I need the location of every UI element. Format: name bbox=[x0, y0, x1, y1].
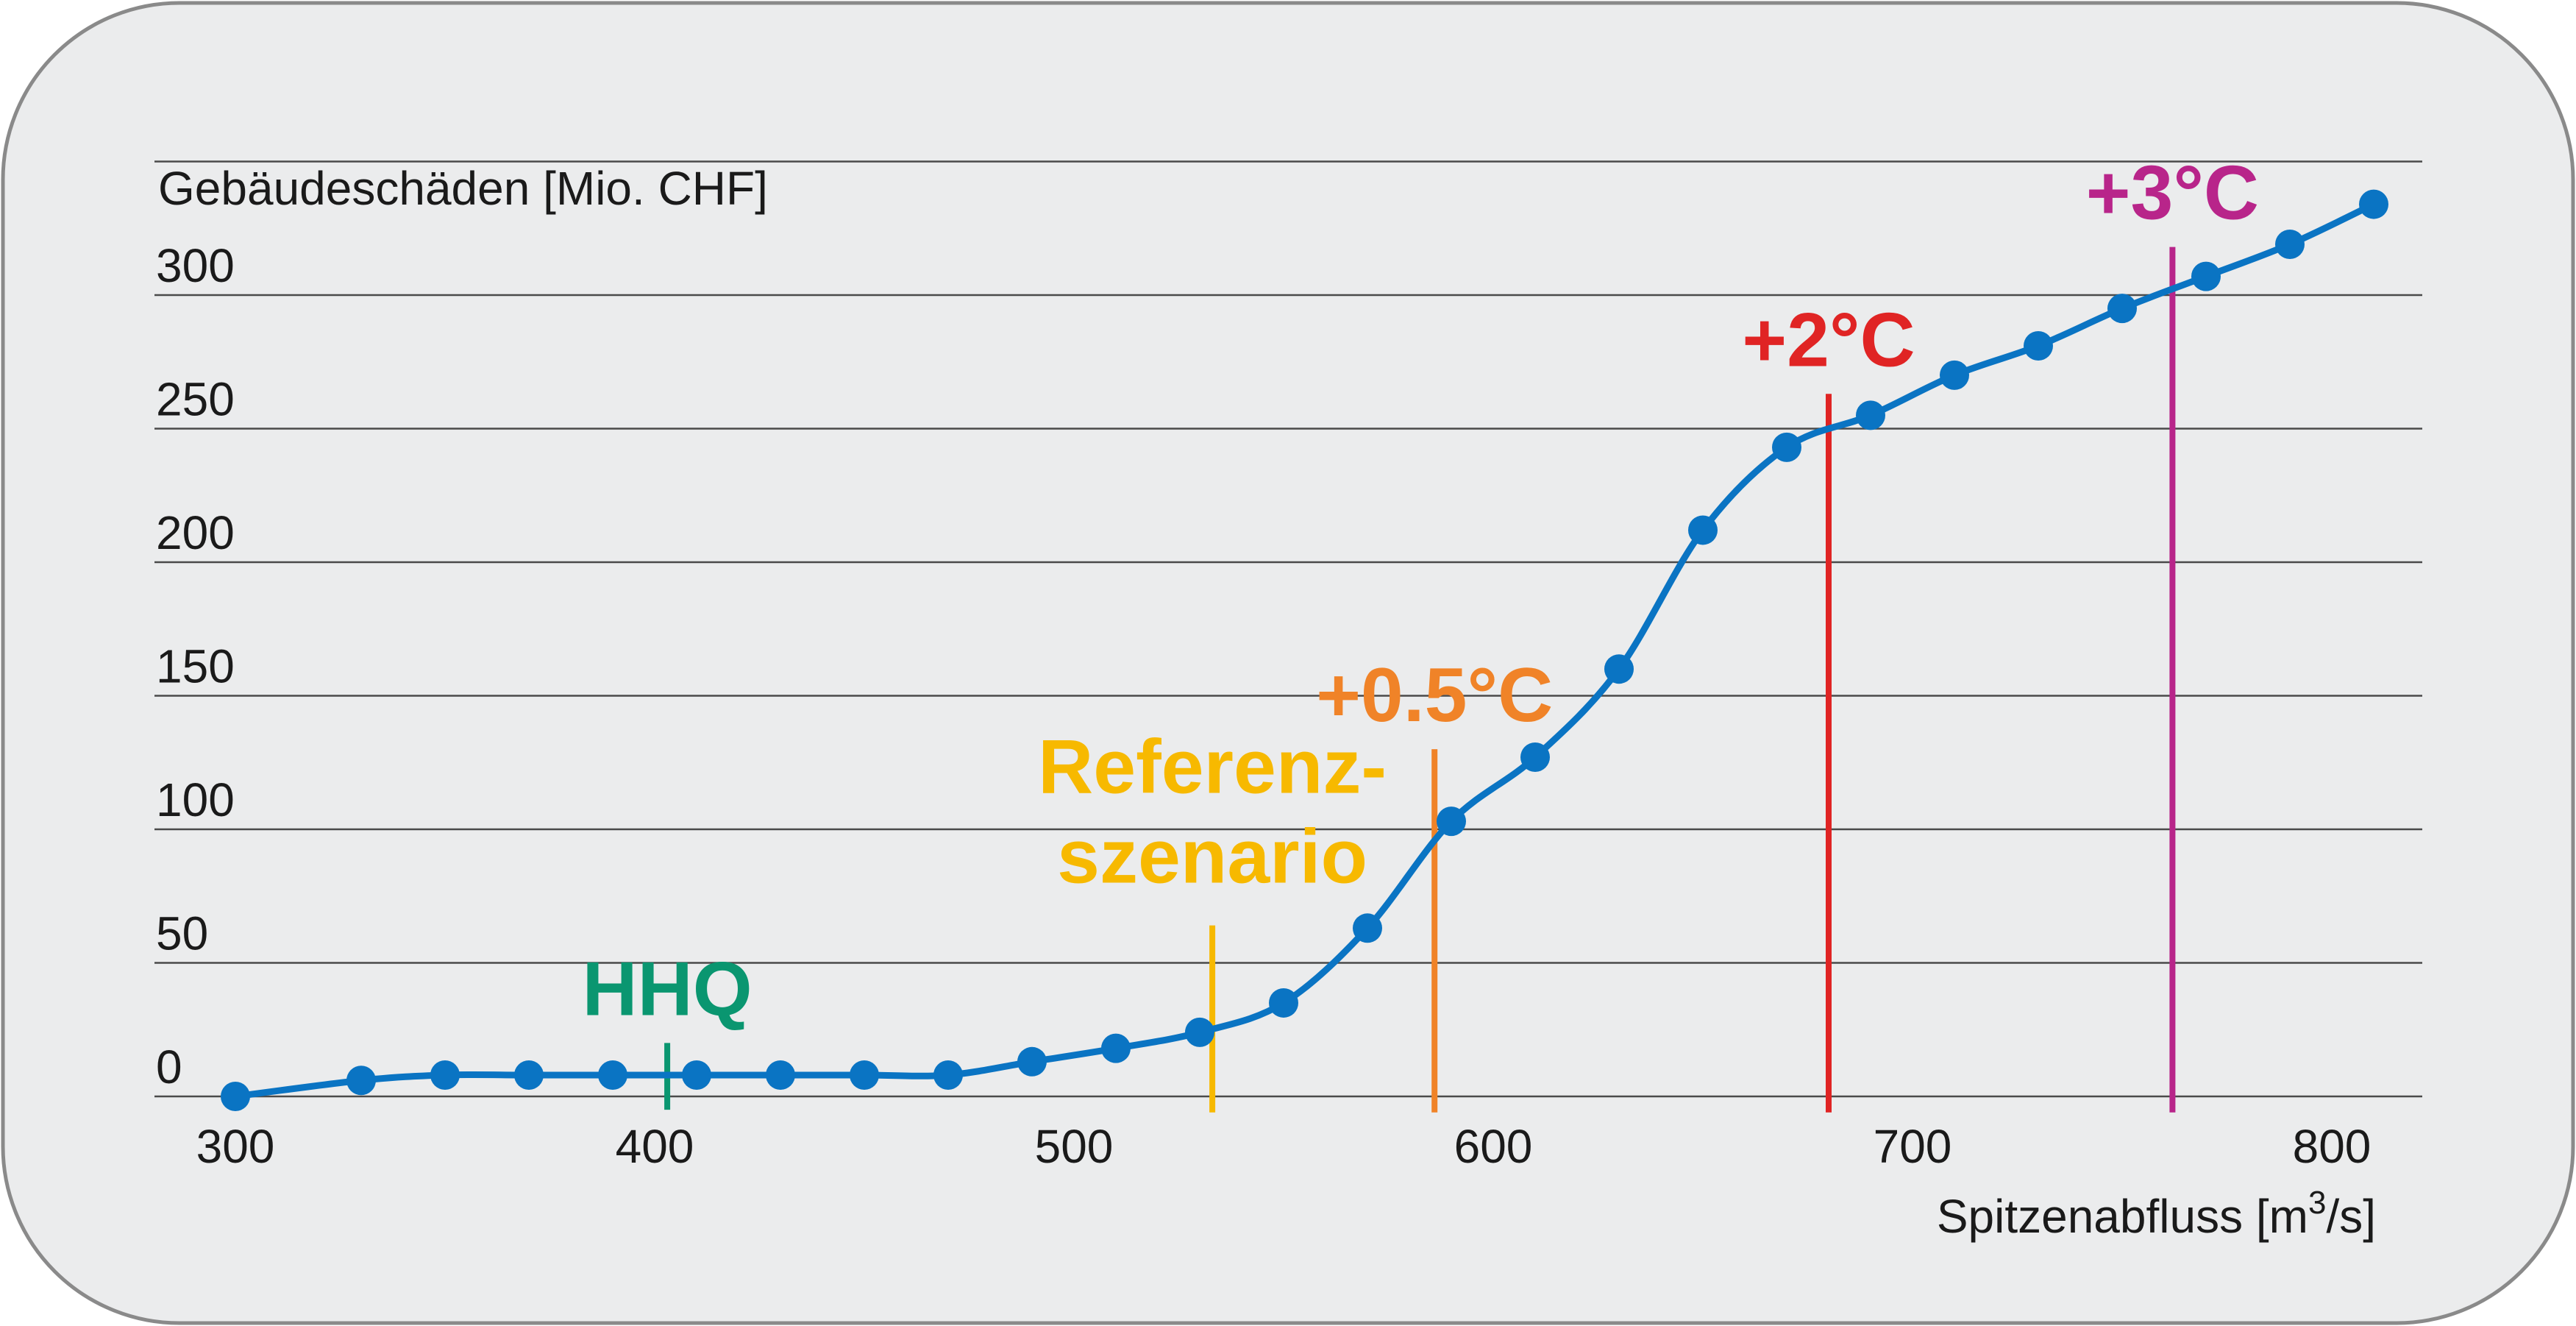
data-point-5 bbox=[682, 1060, 711, 1090]
gridlines bbox=[154, 160, 2422, 1098]
marker-label-2: +0.5°C bbox=[1316, 653, 1553, 738]
data-point-8 bbox=[933, 1060, 963, 1090]
damage-series bbox=[221, 189, 2388, 1111]
data-point-15 bbox=[1520, 742, 1550, 772]
data-point-21 bbox=[2024, 330, 2053, 361]
x-axis-label-main: Spitzenabfluss [m bbox=[1937, 1190, 2308, 1243]
data-point-18 bbox=[1772, 432, 1801, 462]
data-point-25 bbox=[2359, 189, 2388, 219]
data-point-6 bbox=[766, 1060, 795, 1090]
data-point-1 bbox=[346, 1066, 376, 1096]
data-point-14 bbox=[1437, 806, 1466, 837]
y-axis-label: Gebäudeschäden [Mio. CHF] bbox=[158, 162, 768, 215]
marker-label-1-line1: Referenz- bbox=[1038, 725, 1387, 810]
data-point-24 bbox=[2275, 230, 2305, 260]
scenario-marker-labels: HHQ Referenz-szenario +0.5°C +2°C +3°C bbox=[583, 151, 2259, 1032]
data-point-17 bbox=[1688, 515, 1718, 545]
x-tick-labels: 300 400 500 600 700 800 bbox=[196, 1120, 2372, 1173]
x-tick-label-400: 400 bbox=[616, 1120, 694, 1173]
x-tick-label-500: 500 bbox=[1035, 1120, 1114, 1173]
y-tick-label-250: 250 bbox=[156, 373, 235, 426]
y-tick-label-50: 50 bbox=[156, 907, 208, 960]
y-tick-label-300: 300 bbox=[156, 239, 235, 292]
marker-label-1-line2: szenario bbox=[1057, 815, 1367, 900]
data-point-3 bbox=[514, 1060, 544, 1090]
marker-label-0: HHQ bbox=[583, 946, 752, 1032]
y-tick-label-200: 200 bbox=[156, 506, 235, 559]
marker-label-3: +2°C bbox=[1742, 297, 1915, 383]
data-point-7 bbox=[850, 1060, 879, 1090]
y-tick-label-150: 150 bbox=[156, 640, 235, 693]
data-point-11 bbox=[1185, 1017, 1214, 1047]
data-point-2 bbox=[430, 1060, 460, 1090]
x-tick-label-800: 800 bbox=[2293, 1120, 2372, 1173]
x-tick-label-700: 700 bbox=[1874, 1120, 1952, 1173]
x-axis-label-end: /s] bbox=[2326, 1190, 2376, 1243]
y-tick-label-0: 0 bbox=[156, 1040, 182, 1093]
x-axis-label: Spitzenabfluss [m3/s] bbox=[1937, 1185, 2376, 1243]
data-point-0 bbox=[221, 1082, 250, 1111]
data-point-10 bbox=[1101, 1033, 1131, 1063]
data-point-19 bbox=[1856, 400, 1885, 430]
marker-label-4: +3°C bbox=[2086, 151, 2259, 236]
data-point-12 bbox=[1269, 988, 1298, 1018]
data-point-9 bbox=[1017, 1046, 1047, 1077]
data-point-16 bbox=[1604, 654, 1634, 684]
data-point-20 bbox=[1940, 360, 1969, 390]
x-axis-label-sup: 3 bbox=[2308, 1185, 2326, 1221]
data-point-22 bbox=[2107, 294, 2137, 324]
y-tick-label-100: 100 bbox=[156, 773, 235, 826]
data-point-13 bbox=[1353, 913, 1382, 943]
y-tick-labels: 0 50 100 150 200 250 300 bbox=[156, 239, 235, 1093]
x-tick-label-300: 300 bbox=[196, 1120, 275, 1173]
data-point-4 bbox=[598, 1060, 627, 1090]
data-point-23 bbox=[2191, 261, 2221, 291]
x-tick-label-600: 600 bbox=[1454, 1120, 1533, 1173]
